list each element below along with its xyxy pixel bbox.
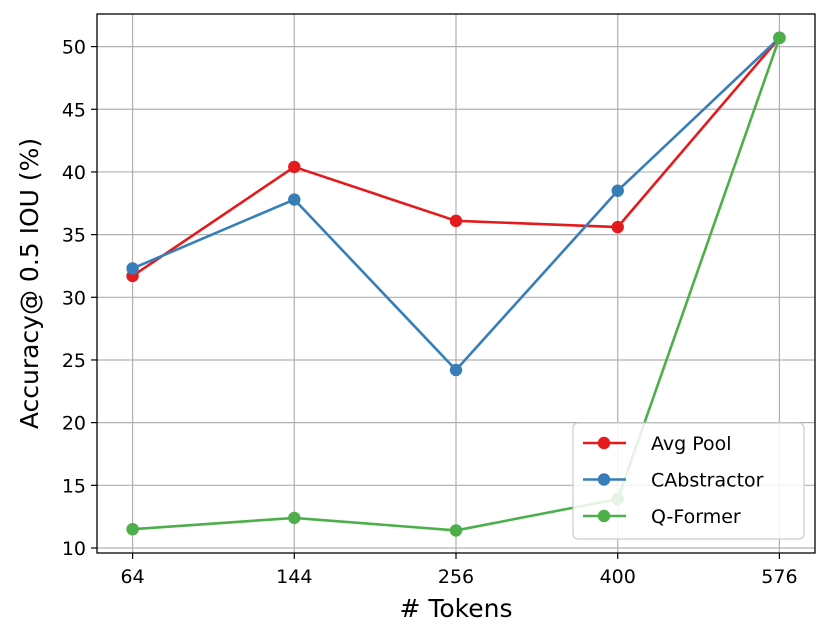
data-point — [126, 522, 139, 536]
y-tick-label: 35 — [62, 225, 86, 247]
legend-label: CAbstractor — [651, 470, 764, 492]
x-tick-label: 144 — [276, 566, 312, 588]
y-tick-label: 50 — [62, 37, 86, 59]
x-tick-label: 400 — [600, 566, 636, 588]
data-point — [449, 524, 463, 537]
y-tick-label: 20 — [62, 413, 86, 435]
legend-marker — [597, 473, 611, 486]
x-tick-label: 256 — [438, 566, 474, 588]
y-tick-label: 10 — [62, 538, 86, 560]
data-point — [288, 193, 301, 206]
x-axis-title: # Tokens — [399, 594, 512, 623]
y-tick-label: 45 — [62, 99, 86, 121]
y-axis-title: Accuracy@ 0.5 IOU (%) — [15, 138, 44, 429]
data-point — [611, 184, 624, 197]
legend-box — [572, 422, 805, 540]
legend-label: Q-Former — [651, 506, 741, 528]
legend: Avg Pool CAbstractor Q-Former — [572, 422, 805, 540]
legend-item: Q-Former — [583, 506, 741, 528]
legend-marker — [597, 436, 611, 450]
data-point — [288, 511, 301, 525]
x-tick-label: 64 — [120, 566, 144, 588]
data-point — [126, 262, 139, 275]
data-point — [611, 220, 624, 234]
y-tick-label: 30 — [62, 287, 86, 309]
data-point — [449, 214, 463, 228]
data-point — [773, 31, 786, 45]
y-tick-label: 25 — [62, 350, 86, 372]
y-axis-ticks: 10 15 20 25 30 35 40 45 50 — [62, 37, 97, 560]
legend-label: Avg Pool — [651, 433, 732, 455]
legend-item: Avg Pool — [583, 433, 732, 455]
legend-marker — [597, 509, 611, 523]
y-tick-label: 40 — [62, 162, 86, 184]
x-axis-ticks: 64 144 256 400 576 — [120, 553, 798, 588]
data-point — [449, 363, 463, 377]
data-point — [288, 160, 301, 174]
y-tick-label: 15 — [62, 475, 86, 497]
x-tick-label: 576 — [761, 566, 797, 588]
grid-lines — [97, 14, 815, 553]
legend-item: CAbstractor — [583, 470, 764, 492]
series-layer — [126, 31, 786, 537]
